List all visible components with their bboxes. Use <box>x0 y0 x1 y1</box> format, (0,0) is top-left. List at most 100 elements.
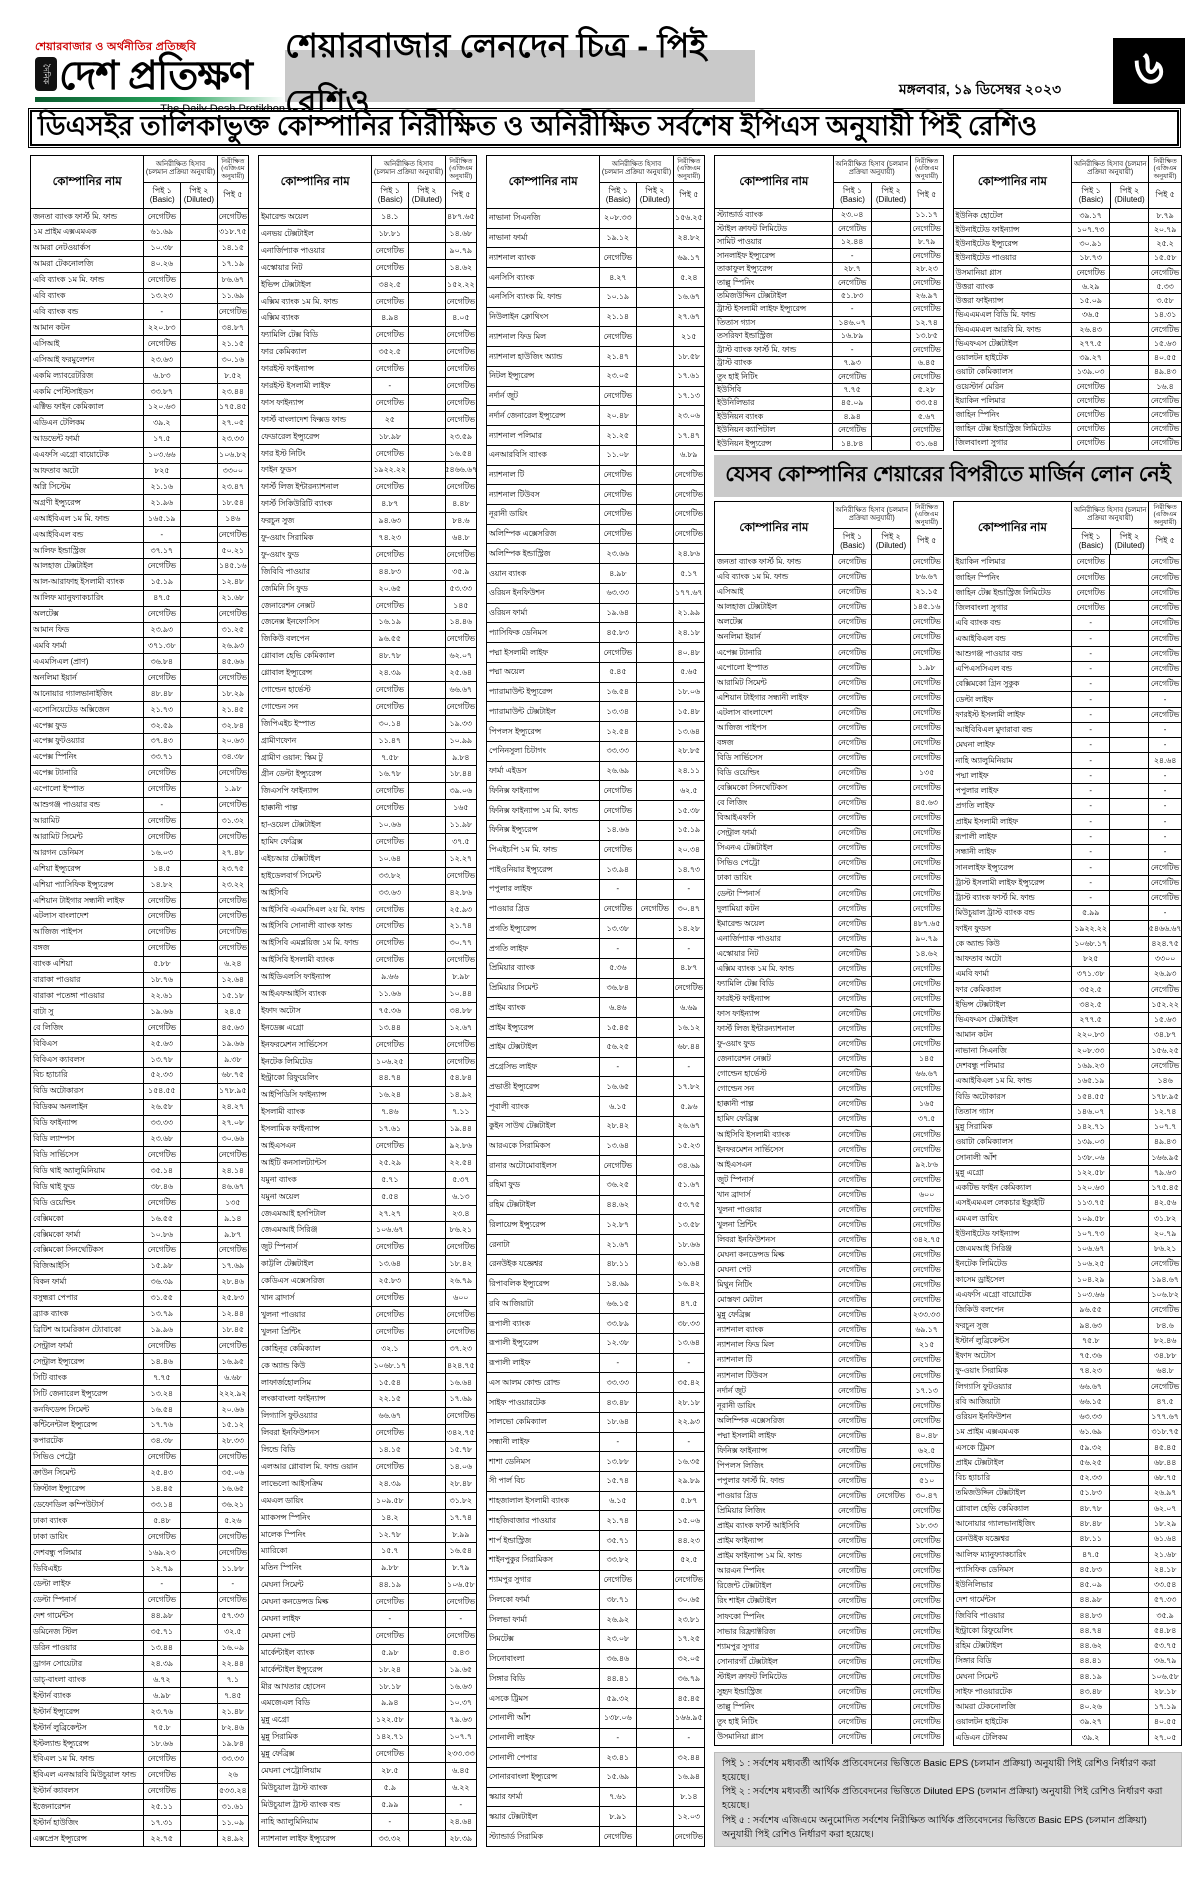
pe5-cell: নেগেটিভ <box>446 347 475 357</box>
pe5-cell: নেগেটিভ <box>912 978 941 988</box>
pe5-cell: ১৮.৩৩ <box>915 1521 938 1531</box>
pe2-cell <box>409 310 446 327</box>
company-name-cell: গ্রামীণ ওয়ান: স্কিম টু <box>259 749 372 766</box>
pe2-cell <box>872 630 911 645</box>
pe2-cell <box>872 262 911 276</box>
pe1-cell: ৭.৪৬ <box>372 1104 409 1121</box>
company-name-cell: আইসিবি ইসলামী ব্যাংক <box>715 1127 834 1142</box>
table-row: ইয়াকিন পলিমার নেগেটিভ নেগেটিভ <box>953 555 1181 571</box>
company-name-cell: ইনফরমেশন সার্ভিসেস <box>259 1036 372 1053</box>
pe5-cell: ১১.৯৮ <box>449 820 472 830</box>
pe5-cell: ৫৪.৮৪ <box>449 1073 472 1083</box>
company-name-cell: বিডি থাই অ্যালুমিনিয়াম <box>31 1163 144 1179</box>
company-name-cell: জুট স্পিনার্স <box>715 1172 834 1187</box>
table-row: ট্রাস্ট ইসলামী লাইফ ইন্স্যুরেন্স - নেগেটিভ <box>953 875 1181 891</box>
pe5-cell: ১৬৫ <box>918 1099 935 1109</box>
pe1-cell: ১৪.১ <box>372 209 409 225</box>
pe2-cell <box>637 564 674 583</box>
pe2-cell <box>1110 365 1150 379</box>
pe5-cell: ২৩.৮১ <box>677 1614 700 1624</box>
pe1-cell: ১৫.৬৯ <box>600 1768 637 1787</box>
pe5-cell: ৫৩.৩৩ <box>449 583 472 593</box>
table-row: নাহি অ্যালুমিনিয়াম -২৪.৬৪ <box>953 753 1181 769</box>
table-row: নাহি অ্যালুমিনিয়াম -২৪.৬৪ <box>259 1813 476 1831</box>
company-name-cell: রবি আজিয়াটা <box>954 1394 1072 1409</box>
pe1-cell: ২১.৭৪ <box>600 1511 637 1531</box>
pe1-cell: ৪.৯৮ <box>600 564 637 583</box>
company-name-cell: ফ্যামিলি টেক্স বিডি <box>259 327 372 344</box>
table-row: সাফকো স্পিনিং নেগেটিভ নেগেটিভ <box>715 1609 943 1625</box>
table-row: ইস্টার্ন হাউজিং ১৭.৩১ ১১.০৯ <box>31 1815 248 1832</box>
pe1-cell: ১৩৯.০৩ <box>1072 1135 1111 1150</box>
pe2-cell <box>409 293 446 310</box>
pe2-cell <box>637 722 674 741</box>
company-name-cell: মার্কেন্টাইল ব্যাংক <box>259 1644 372 1661</box>
company-name-cell: মার্কেন্টাইল ইন্স্যুরেন্স <box>259 1661 372 1678</box>
company-name-cell: অলিম্পিক ইন্ডাস্ট্রিজ <box>487 544 600 564</box>
pe5-cell: ২৭.০৫ <box>1153 1732 1177 1742</box>
pe-header-bottom: পিই ১ (Basic) পিই ২ (Diluted) পিই ৫ <box>600 183 704 208</box>
company-name-cell: অনলিমা ইয়ার্ন <box>31 670 144 686</box>
pe5-cell: ৯.৮৭ <box>224 1229 242 1239</box>
pe5-cell: ৩৪.৮৭ <box>221 322 244 332</box>
pe5-cell: নেগেটিভ <box>912 1174 941 1184</box>
table-row: এমএল ডায়িং ১০৯.৫৮ ৩১.৮২ <box>259 1492 476 1510</box>
company-name-cell: ব্র্যাক ব্যাংক <box>31 1306 144 1322</box>
table-row: ম্যারিকো ১৫.৭ ১৬.৫৪ <box>259 1543 476 1561</box>
table-row: ট্রাস্ট ব্যাংক ফার্স্ট মি. ফান্ড - নেগেটিভ <box>953 890 1181 907</box>
pe2-cell <box>409 1695 446 1712</box>
pe-header-group: অনিরীক্ষিত হিসাব (চলমান প্রক্রিয়া অনুযা… <box>372 156 476 208</box>
company-name-cell: রূপালী লাইফ <box>487 1353 600 1373</box>
pe5-cell: ১৮.৬৬ <box>677 1239 700 1249</box>
table-row: সী পার্ল বিচ ১৫.৭৪ ২৯.৮৯ <box>487 1472 704 1492</box>
company-name-cell: লিবরা ইনফিউশনস <box>259 1425 372 1442</box>
pe5-cell: ৩১৮.৭৫ <box>219 227 247 237</box>
company-name-cell: জিবিবি পাওয়ার <box>954 1608 1072 1623</box>
pe1-cell: নেগেটিভ <box>144 781 181 797</box>
pe2-cell <box>181 1274 218 1290</box>
pe2-cell <box>409 1239 446 1256</box>
pe-footnotes: পিই ১ : সর্বশেষ মধ্যবর্তী আর্থিক প্রতিবে… <box>714 1751 1182 1847</box>
company-name-cell: ভিএএমএল বিডি মি. ফান্ড <box>954 308 1072 322</box>
pe1-cell: নেগেটিভ <box>833 841 872 856</box>
pe1-cell: ২৮.৭ <box>833 262 872 276</box>
pe1-cell: ৩৩.৩৩ <box>600 741 637 761</box>
table-row: নাভানা সিএনজি ২০৮.৩৩ ১৫৬.২৫ <box>953 1043 1181 1059</box>
table-row: তাল্লু স্পিনিং নেগেটিভ নেগেটিভ <box>715 1699 943 1715</box>
pe1-cell: ৫.৪৮ <box>144 1513 181 1529</box>
pe1-cell: ৪৪.৪১ <box>600 1669 637 1689</box>
table-row: মেঘনা কনডেন্সড মিল্ক নেগেটিভ নেগেটিভ <box>259 1594 476 1611</box>
table-row: ইস্টার্ন লুব্রিকেন্টস ৭৫.৮ ৮২.৪৬ <box>953 1333 1181 1349</box>
company-name-cell: এপোলো ইস্পাত <box>715 660 834 675</box>
table-row: বিডি অটোকারস ১৫৪.৫৫ ১৭৮.৯৫ <box>953 1089 1181 1105</box>
pe5-cell: ৮৪.৬ <box>452 516 470 526</box>
pe5-cell: ৮৬.২১ <box>1153 1244 1177 1254</box>
pe5-cell: ১৫.২৩ <box>677 1140 700 1150</box>
pe1-cell: ১৫.১৯ <box>144 574 181 590</box>
pe5-cell: নেগেটিভ <box>912 1280 941 1290</box>
pe1-cell: - <box>1072 860 1111 875</box>
pe2-cell <box>409 259 446 276</box>
company-name-cell: কোহিনূর কেমিক্যাল <box>259 1340 372 1357</box>
pe2-cell <box>1110 1394 1150 1409</box>
pe2-cell <box>872 871 911 886</box>
pe2-cell <box>409 1796 446 1813</box>
table-row: বেক্সিমকো সিনথেটিকস নেগেটিভ নেগেটিভ <box>715 780 943 796</box>
table-row: মেঘনা সিমেন্ট ৪৪.১৯ ১০৬.৫৮ <box>953 1669 1181 1685</box>
table-row: জুট স্পিনার্স নেগেটিভ নেগেটিভ <box>259 1239 476 1257</box>
pe2-cell <box>409 225 446 242</box>
pe1-cell: ৯৪.৬৩ <box>1072 1318 1111 1333</box>
pe5-cell: নেগেটিভ <box>912 828 941 838</box>
pe1-cell: ২৩.০৮ <box>600 1629 637 1649</box>
pe5-column-header: পিই ৫ <box>451 190 471 200</box>
pe2-cell <box>409 1188 446 1205</box>
pe1-cell: ৬.৭২ <box>144 1672 181 1688</box>
pe5-cell: ৩৭.২৩ <box>449 1343 472 1353</box>
company-name-cell: ন্যাশনাল টি <box>487 465 600 485</box>
pe1-cell: ৫২.৩৩ <box>144 1067 181 1083</box>
pe2-cell <box>1110 1226 1150 1241</box>
pe2-cell <box>1110 860 1150 875</box>
pe5-cell: ২৬.৯৩ <box>1153 969 1177 979</box>
company-name-cell: ইফাদ অটোস <box>259 1002 372 1019</box>
pe1-cell: ১০.১৯ <box>600 287 637 307</box>
